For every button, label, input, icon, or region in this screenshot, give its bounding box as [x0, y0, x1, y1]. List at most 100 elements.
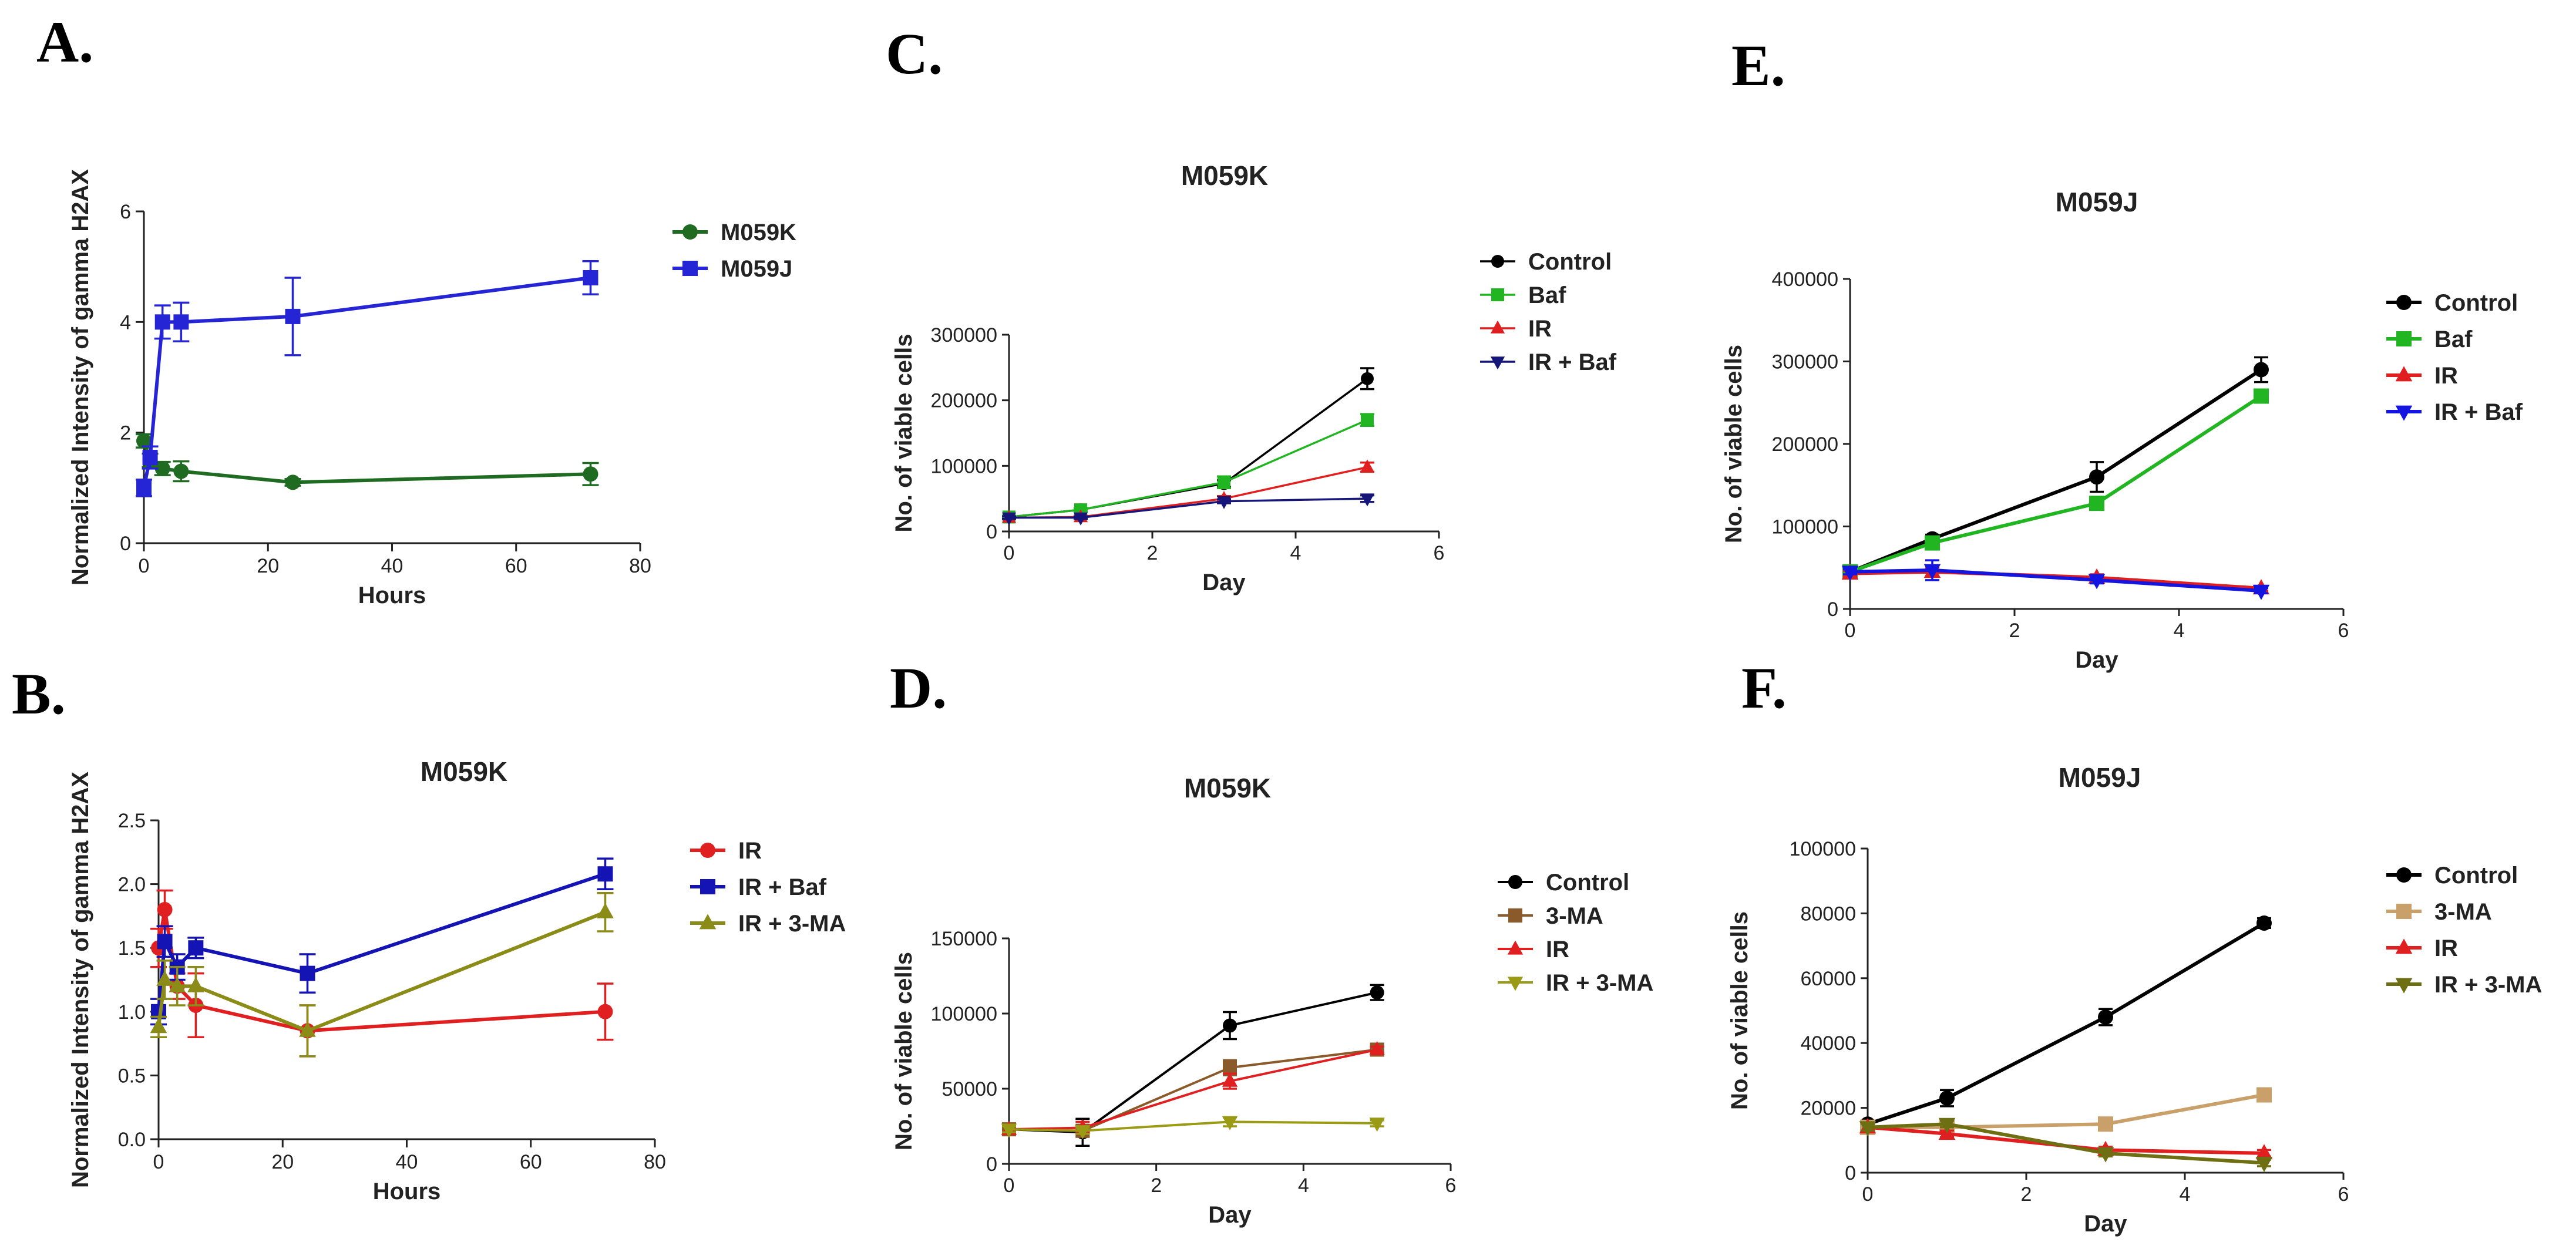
chart-title: M059K — [421, 756, 507, 787]
x-tick-label: 20 — [257, 555, 279, 577]
data-point — [187, 977, 204, 992]
data-point — [1001, 1123, 1017, 1138]
legend-marker — [1491, 288, 1504, 301]
data-point — [1001, 512, 1017, 526]
x-tick-label: 80 — [629, 555, 651, 577]
series-ir-3-ma: IR + 3-MA — [1001, 970, 1653, 1140]
legend-label: IR — [1528, 316, 1552, 342]
data-point — [583, 466, 598, 482]
data-point — [1841, 565, 1859, 581]
legend-marker — [699, 914, 717, 930]
legend-marker — [700, 879, 715, 894]
x-tick-label: 2 — [1147, 542, 1158, 564]
data-point — [2256, 1087, 2272, 1103]
series-baf: Baf — [1002, 282, 1566, 524]
data-point — [1360, 493, 1375, 507]
x-tick-label: 4 — [2174, 620, 2185, 642]
data-point — [2255, 1144, 2273, 1160]
legend-label: M059K — [721, 220, 796, 245]
data-point — [2254, 388, 2269, 404]
legend-label: IR — [1546, 937, 1569, 962]
legend-label: 3-MA — [2434, 899, 2492, 925]
series-baf: Baf — [1842, 326, 2473, 580]
legend-label: Control — [1528, 249, 1612, 275]
series-ir: IR — [150, 838, 762, 1058]
series-ir-3-ma: IR + 3-MA — [1859, 972, 2542, 1173]
series-line — [157, 910, 606, 1033]
panel-letter: F. — [1741, 655, 1787, 721]
x-tick-label: 0 — [1845, 620, 1856, 642]
y-tick-label: 0.5 — [118, 1065, 146, 1087]
series-m059k: M059K — [136, 220, 796, 490]
legend-marker — [1508, 875, 1522, 889]
chart-title: M059J — [2056, 187, 2138, 217]
y-tick-label: 0 — [120, 533, 131, 555]
y-tick-label: 200000 — [931, 390, 997, 412]
data-point — [597, 1004, 613, 1019]
x-tick-label: 80 — [644, 1151, 666, 1173]
x-tick-label: 40 — [381, 555, 403, 577]
data-point — [154, 314, 170, 330]
data-point — [157, 902, 173, 918]
y-tick-label: 400000 — [1772, 268, 1838, 291]
panel-letter: B. — [12, 661, 66, 726]
data-point — [1859, 1121, 1876, 1137]
series-line — [1008, 1120, 1377, 1132]
panel-f: F. M059J 0 20000 40000 60000 80000 100000 0 2 4 6 Da… — [1727, 655, 2542, 1237]
legend-marker — [2396, 295, 2412, 310]
data-point — [2097, 1147, 2114, 1163]
x-tick-label: 6 — [1445, 1174, 1457, 1197]
panel-b: B. M059K 0.0 0.5 1.0 1.5 2.0 2.5 0 20 40 60 80 Hours N… — [12, 661, 846, 1204]
chart-title: M059K — [1181, 160, 1268, 191]
y-tick-label: 300000 — [1772, 351, 1838, 373]
data-point — [1369, 1041, 1385, 1056]
data-point — [1925, 535, 1940, 551]
x-tick-label: 6 — [2338, 1183, 2349, 1206]
legend-marker — [2395, 978, 2413, 994]
y-tick-label: 100000 — [931, 455, 997, 477]
data-point — [300, 965, 315, 981]
y-tick-label: 0 — [1827, 598, 1838, 621]
series-line — [1008, 466, 1368, 519]
data-point — [1369, 1117, 1385, 1132]
legend-marker — [1508, 908, 1522, 923]
y-tick-label: 1.5 — [118, 937, 146, 960]
series-line — [157, 909, 606, 1033]
y-tick-label: 40000 — [1800, 1032, 1856, 1055]
x-axis-label: Day — [1202, 570, 1246, 595]
series-m059j: M059J — [136, 256, 792, 497]
chart-title: M059K — [1184, 773, 1271, 803]
x-tick-label: 20 — [271, 1151, 294, 1173]
legend-label: 3-MA — [1546, 903, 1603, 929]
y-tick-label: 200000 — [1772, 433, 1838, 456]
panel-letter: A. — [36, 9, 93, 75]
legend-marker — [2395, 366, 2413, 382]
y-tick-label: 0 — [1845, 1162, 1856, 1184]
data-point — [1939, 1090, 1955, 1106]
data-point — [1218, 476, 1230, 489]
x-axis-label: Hours — [358, 583, 426, 608]
x-axis-label: Day — [2075, 647, 2118, 673]
data-point — [188, 940, 204, 956]
series-line — [1009, 497, 1368, 519]
data-point — [2256, 915, 2272, 931]
y-axis-label: No. of viable cells — [1721, 345, 1747, 543]
y-tick-label: 20000 — [1800, 1098, 1856, 1120]
data-point — [1360, 459, 1375, 473]
legend-marker — [682, 224, 698, 240]
series-line — [1849, 368, 2262, 574]
data-point — [1222, 1116, 1238, 1130]
panel-e: E. M059J 0 100000 200000 300000 400000 0 2 4 6 Day N… — [1721, 33, 2523, 673]
y-tick-label: 1.0 — [118, 1001, 146, 1024]
series-ir-3-ma: IR + 3-MA — [150, 892, 846, 1058]
y-tick-label: 6 — [120, 201, 131, 223]
series-line — [1867, 921, 2265, 1126]
chart-title: M059J — [2059, 762, 2141, 793]
legend-marker — [700, 843, 715, 858]
legend-label: IR + Baf — [2434, 399, 2523, 425]
y-axis-label: No. of viable cells — [891, 334, 917, 533]
x-tick-label: 60 — [505, 555, 527, 577]
series-control: Control — [1860, 863, 2518, 1132]
y-tick-label: 4 — [120, 311, 131, 334]
